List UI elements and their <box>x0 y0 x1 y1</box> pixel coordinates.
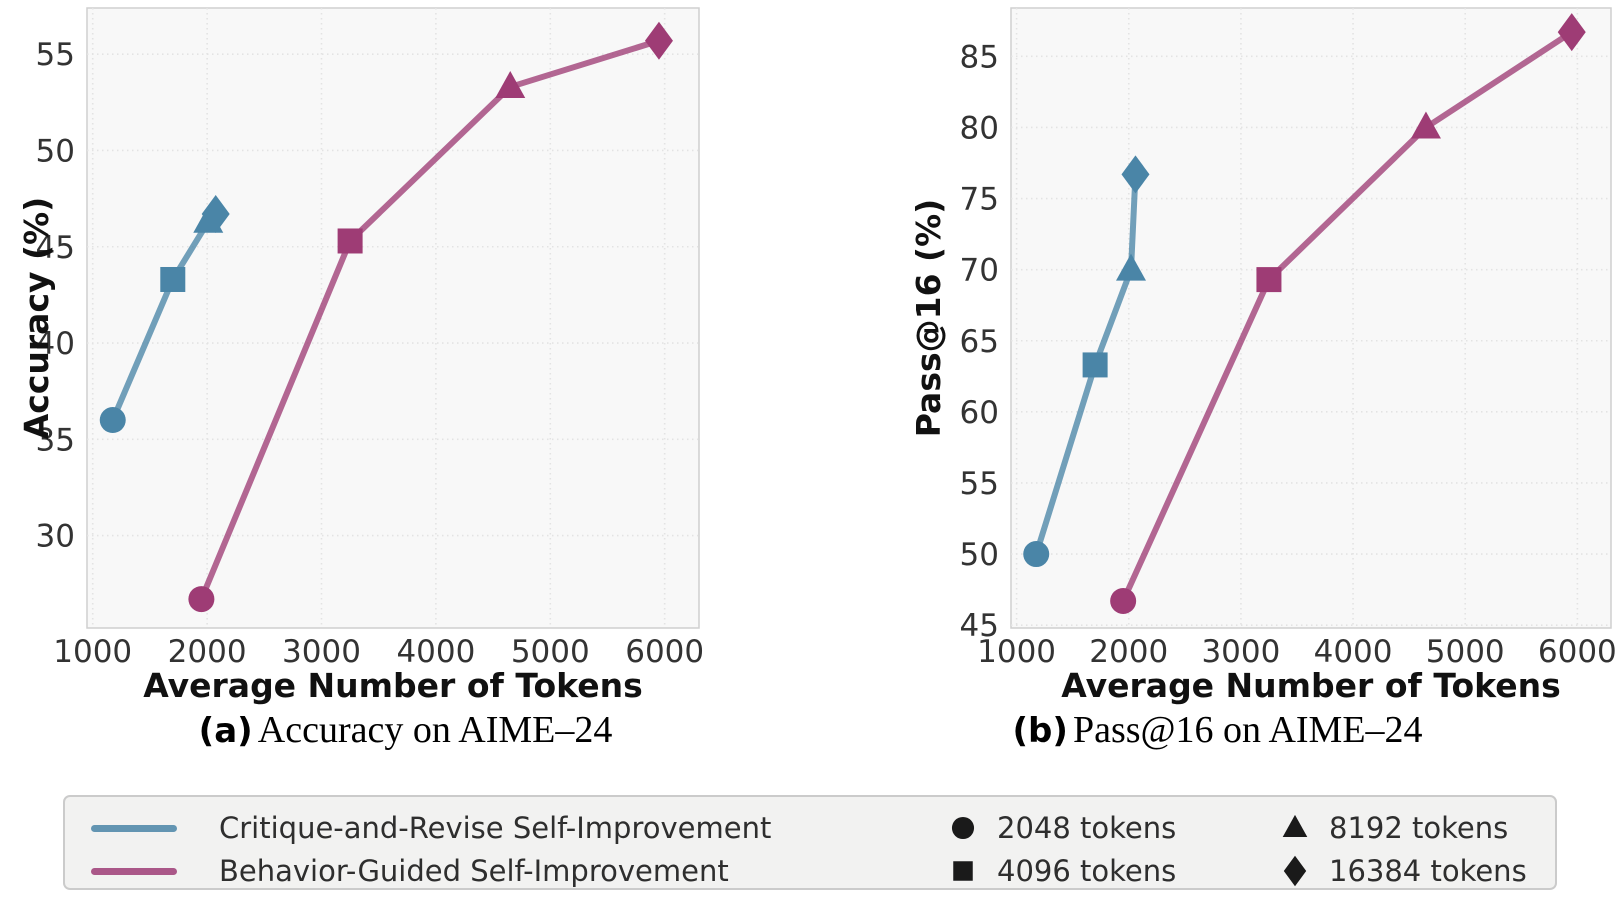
panel-accuracy: 1000 2000 3000 4000 5000 6000 30 35 40 45 50 55 Acc… <box>0 0 811 760</box>
caption-b-label: (b) <box>1012 711 1068 751</box>
y-tick-label: 50 <box>960 537 999 573</box>
y-tick-label: 80 <box>960 110 999 146</box>
marker-square <box>160 266 186 292</box>
accuracy-y-axis-title: Accuracy (%) <box>17 196 56 440</box>
legend-entry-2048: 2048 tokens <box>943 809 1176 847</box>
marker-triangle <box>495 70 526 98</box>
legend-label-16384: 16384 tokens <box>1329 854 1527 888</box>
triangle-marker-icon <box>1282 814 1308 838</box>
critique-line-sample <box>91 824 177 832</box>
series-line <box>1033 171 1139 558</box>
legend-entry-behavior: Behavior-Guided Self-Improvement <box>91 852 729 890</box>
x-tick-label: 2000 <box>168 634 247 670</box>
y-tick-label: 70 <box>960 253 999 289</box>
y-tick-label: 35 <box>36 422 75 458</box>
legend-entry-16384: 16384 tokens <box>1275 852 1527 890</box>
x-tick-label: 4000 <box>1314 634 1393 670</box>
x-tick-label: 1000 <box>977 634 1056 670</box>
triangle-glyph <box>1282 814 1308 838</box>
caption-b: (b) Pass@16 on AIME–24 <box>812 708 1623 752</box>
legend-label-behavior: Behavior-Guided Self-Improvement <box>219 854 729 888</box>
legend-label-critique: Critique-and-Revise Self-Improvement <box>219 811 772 845</box>
marker-square <box>1256 267 1282 293</box>
panel-pass16: 1000 2000 3000 4000 5000 6000 45 50 55 60 65 70 75 80… <box>812 0 1623 760</box>
y-tick-label: 50 <box>36 133 75 169</box>
figure-legend: Critique-and-Revise Self-Improvement Beh… <box>63 795 1557 890</box>
legend-entry-4096: 4096 tokens <box>943 852 1176 890</box>
marker-diamond <box>644 21 673 60</box>
circle-marker-icon <box>951 816 975 840</box>
y-tick-label: 55 <box>36 37 75 73</box>
accuracy-plot: 1000 2000 3000 4000 5000 6000 30 35 40 45 50 55 <box>36 7 704 670</box>
legend-entry-8192: 8192 tokens <box>1275 809 1508 847</box>
marker-triangle <box>1116 253 1146 281</box>
caption-a: (a) Accuracy on AIME–24 <box>0 708 811 752</box>
series-line <box>1120 29 1575 604</box>
y-tick-label: 45 <box>960 608 999 644</box>
x-tick-label: 2000 <box>1089 634 1168 670</box>
circle-glyph <box>951 816 975 840</box>
marker-circle <box>1023 541 1050 568</box>
legend-label-4096: 4096 tokens <box>997 854 1177 888</box>
square-glyph <box>953 861 973 881</box>
plot-area <box>1010 7 1612 629</box>
series-line <box>198 37 662 603</box>
caption-a-text: Accuracy on AIME–24 <box>257 709 613 751</box>
behavior-line-sample <box>91 867 177 875</box>
marker-triangle <box>1410 111 1441 139</box>
y-tick-label: 45 <box>36 230 75 266</box>
x-tick-label: 6000 <box>625 634 704 670</box>
marker-diamond <box>1557 13 1586 52</box>
caption-b-text: Pass@16 on AIME–24 <box>1072 709 1423 751</box>
x-tick-label: 6000 <box>1538 634 1617 670</box>
y-tick-label: 55 <box>960 466 999 502</box>
marker-circle <box>188 586 215 613</box>
diamond-glyph <box>1283 855 1307 887</box>
accuracy-x-axis-title: Average Number of Tokens <box>143 666 643 705</box>
pass16-plot: 1000 2000 3000 4000 5000 6000 45 50 55 60 65 70 75 80… <box>960 7 1617 670</box>
y-tick-label: 65 <box>960 324 999 360</box>
legend-label-8192: 8192 tokens <box>1329 811 1509 845</box>
x-tick-label: 5000 <box>511 634 590 670</box>
pass16-x-axis-title: Average Number of Tokens <box>1061 666 1561 705</box>
x-tick-label: 1000 <box>53 634 132 670</box>
y-tick-label: 30 <box>36 519 75 555</box>
square-marker-icon <box>953 861 973 881</box>
y-tick-label: 60 <box>960 395 999 431</box>
x-tick-label: 5000 <box>1426 634 1505 670</box>
y-tick-label: 85 <box>960 39 999 75</box>
y-tick-label: 75 <box>960 182 999 218</box>
marker-circle <box>99 407 126 434</box>
marker-square <box>1082 352 1108 378</box>
marker-square <box>337 228 363 254</box>
legend-entry-critique: Critique-and-Revise Self-Improvement <box>91 809 771 847</box>
y-tick-label: 40 <box>36 326 75 362</box>
marker-diamond <box>201 195 230 234</box>
caption-a-label: (a) <box>198 711 253 751</box>
pass16-y-axis-title: Pass@16 (%) <box>909 198 948 438</box>
diamond-marker-icon <box>1283 855 1307 887</box>
plot-area <box>86 7 700 629</box>
x-tick-label: 3000 <box>282 634 361 670</box>
x-tick-label: 3000 <box>1201 634 1280 670</box>
legend-label-2048: 2048 tokens <box>997 811 1177 845</box>
marker-circle <box>1110 587 1137 614</box>
marker-diamond <box>1121 155 1150 194</box>
x-tick-label: 4000 <box>396 634 475 670</box>
